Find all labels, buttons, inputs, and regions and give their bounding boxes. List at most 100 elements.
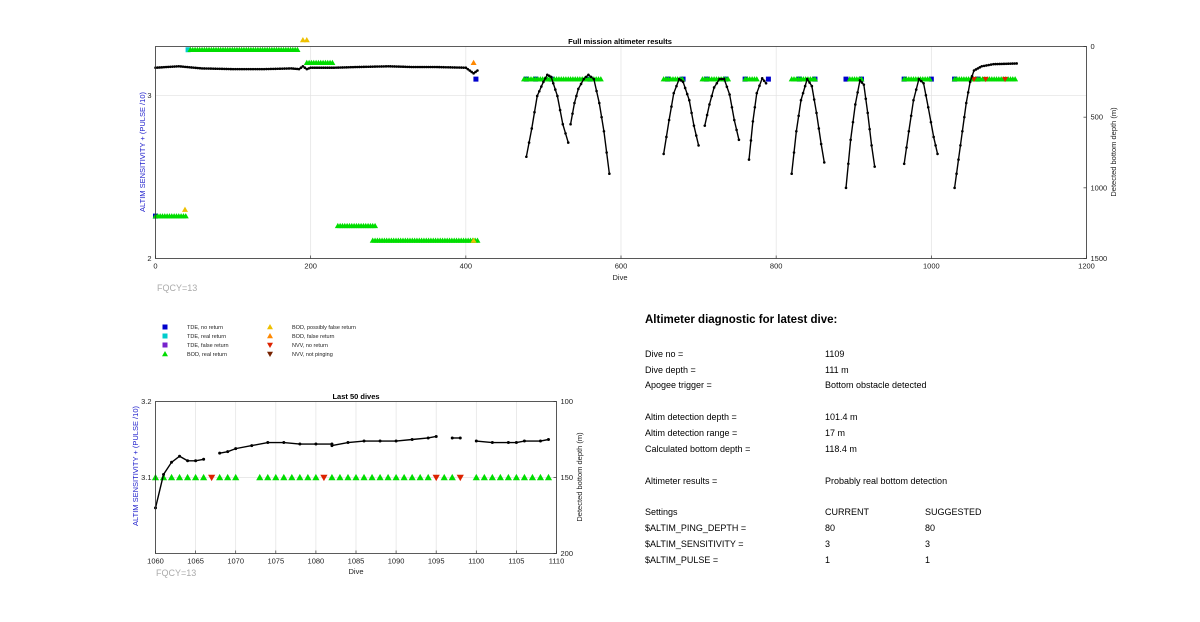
depth-point	[256, 67, 259, 71]
depth-point	[597, 101, 601, 105]
depth-point	[314, 442, 318, 446]
depth-point	[720, 77, 724, 81]
depth-point	[715, 81, 719, 85]
depth-point	[849, 138, 852, 142]
depth-point	[181, 65, 185, 68]
depth-line	[790, 77, 825, 174]
depth-point	[265, 67, 268, 71]
depth-point	[429, 65, 432, 69]
depth-point	[817, 127, 821, 130]
depth-point	[747, 158, 751, 161]
setting-name: $ALTIM_PULSE =	[645, 555, 719, 565]
depth-point	[262, 67, 266, 71]
depth-point	[162, 65, 166, 69]
bod-real-return-marker	[192, 473, 200, 481]
bod-real-return-marker	[200, 473, 208, 481]
depth-point	[196, 66, 200, 70]
bod-real-return-marker	[224, 473, 232, 481]
depth-point	[703, 124, 707, 127]
x-tick-label: 1060	[147, 557, 164, 566]
depth-point	[378, 65, 381, 68]
depth-point	[401, 65, 405, 69]
bod-real-return-marker	[256, 473, 264, 481]
depth-series	[154, 434, 550, 510]
nvv-no-return-marker	[320, 474, 328, 482]
depth-point	[758, 84, 761, 88]
depth-point	[537, 89, 541, 93]
depth-point	[760, 77, 764, 80]
depth-point	[313, 66, 317, 69]
depth-point	[805, 77, 809, 81]
bod-real-return-marker	[424, 473, 432, 481]
bod-real-return-marker	[372, 222, 379, 229]
bod-real-return-marker	[528, 473, 537, 481]
legend-marker	[162, 351, 168, 357]
legend-label: BOD, possibly false return	[292, 325, 356, 331]
x-tick-label: 1100	[468, 557, 484, 566]
depth-point	[963, 115, 966, 119]
depth-point	[692, 124, 696, 127]
depth-point	[683, 86, 687, 90]
y-tick-label: 3.2	[141, 397, 151, 406]
depth-point	[345, 66, 348, 69]
depth-point	[276, 67, 279, 71]
legend: TDE, no return TDE, real return TDE, false…	[162, 324, 356, 358]
x-tick-label: 1110	[549, 557, 565, 566]
depth-point	[728, 93, 731, 96]
depth-point	[303, 66, 307, 69]
depth-point	[382, 65, 386, 68]
depth-point	[218, 451, 222, 455]
depth-point	[922, 81, 925, 85]
bod-real-return-marker	[360, 473, 368, 481]
depth-point	[169, 65, 172, 69]
legend-label: NVV, no return	[292, 343, 328, 349]
depth-point	[801, 91, 805, 95]
depth-point	[211, 67, 215, 70]
depth-point	[662, 152, 665, 156]
nvv-no-return-marker	[208, 474, 216, 482]
depth-point	[571, 112, 574, 115]
depth-point	[351, 65, 355, 69]
depth-point	[170, 460, 174, 464]
depth-point	[810, 84, 814, 88]
depth-point	[982, 64, 986, 68]
depth-point	[1009, 62, 1012, 65]
bod-real-return-marker	[376, 473, 384, 481]
results-value: Probably real bottom detection	[825, 476, 948, 486]
y-axis-label: ALTIM SENSITIVITY + (PULSE /10)	[131, 406, 140, 526]
calc-depth-value: 118.4 m	[825, 444, 857, 454]
depth-point	[530, 127, 534, 130]
depth-point	[214, 67, 217, 71]
depth-point	[490, 441, 494, 445]
depth-point	[420, 65, 424, 69]
depth-point	[412, 65, 415, 69]
legend-marker	[267, 333, 273, 339]
setting-name: $ALTIM_SENSITIVITY =	[645, 539, 744, 549]
depth-point	[293, 67, 297, 71]
bod-real-return-marker	[504, 473, 512, 481]
depth-point	[460, 66, 463, 69]
legend-label: BOD, real return	[187, 352, 227, 358]
bod-possibly-false-return-marker	[181, 206, 188, 212]
depth-point	[732, 118, 736, 122]
depth-point	[158, 66, 162, 69]
depth-point	[198, 66, 202, 70]
depth-point	[418, 65, 422, 69]
dive-depth-label: Dive depth =	[645, 365, 696, 375]
depth-point	[851, 120, 855, 124]
depth-point	[283, 67, 286, 70]
depth-point	[319, 66, 323, 69]
depth-point	[1011, 62, 1014, 65]
depth-point	[466, 67, 470, 71]
depth-point	[190, 66, 193, 69]
diagnostic-title: Altimeter diagnostic for latest dive:	[645, 314, 838, 326]
depth-point	[681, 80, 685, 84]
depth-point	[902, 162, 906, 166]
bod-real-return-marker	[288, 473, 296, 481]
depth-line	[704, 78, 740, 140]
depth-point	[858, 79, 862, 82]
depth-point	[362, 439, 366, 443]
x-tick-label: 1075	[267, 557, 284, 566]
depth-point	[458, 436, 462, 440]
